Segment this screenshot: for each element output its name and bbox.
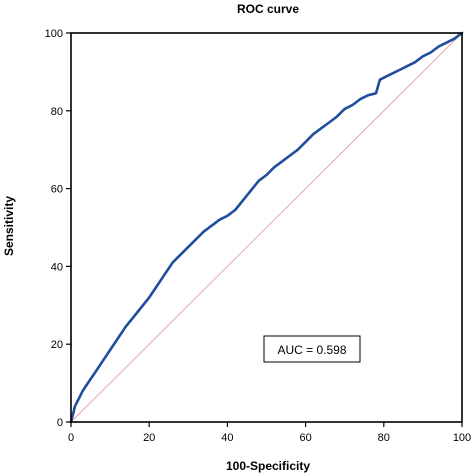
auc-box — [263, 335, 361, 363]
x-tick-label: 0 — [68, 432, 74, 444]
y-tick-label: 40 — [51, 261, 63, 273]
y-tick-label: 80 — [51, 106, 63, 118]
y-tick-label: 60 — [51, 184, 63, 196]
x-tick-label: 80 — [378, 432, 390, 444]
plot-area — [69, 31, 464, 424]
roc-curve-line — [69, 31, 464, 424]
y-tick-label: 20 — [51, 339, 63, 351]
x-axis-ticks: 0 20 40 60 80 100 — [68, 422, 471, 444]
x-tick-label: 20 — [143, 432, 155, 444]
x-tick-label: 40 — [221, 432, 233, 444]
y-tick-label: 100 — [45, 28, 63, 40]
auc-annotation: AUC = 0.598 — [263, 335, 361, 363]
x-tick-label: 60 — [299, 432, 311, 444]
x-tick-label: 100 — [453, 432, 471, 444]
y-axis-label: Sensitivity — [2, 196, 16, 256]
auc-label: AUC = 0.598 — [277, 343, 346, 357]
reference-diagonal — [70, 32, 463, 423]
x-axis-label: 100-Specificity — [226, 459, 310, 473]
chart-title: ROC curve — [237, 2, 299, 16]
y-tick-label: 0 — [57, 417, 63, 429]
y-axis-ticks: 0 20 40 60 80 100 — [45, 28, 71, 429]
plot-frame — [70, 32, 463, 423]
